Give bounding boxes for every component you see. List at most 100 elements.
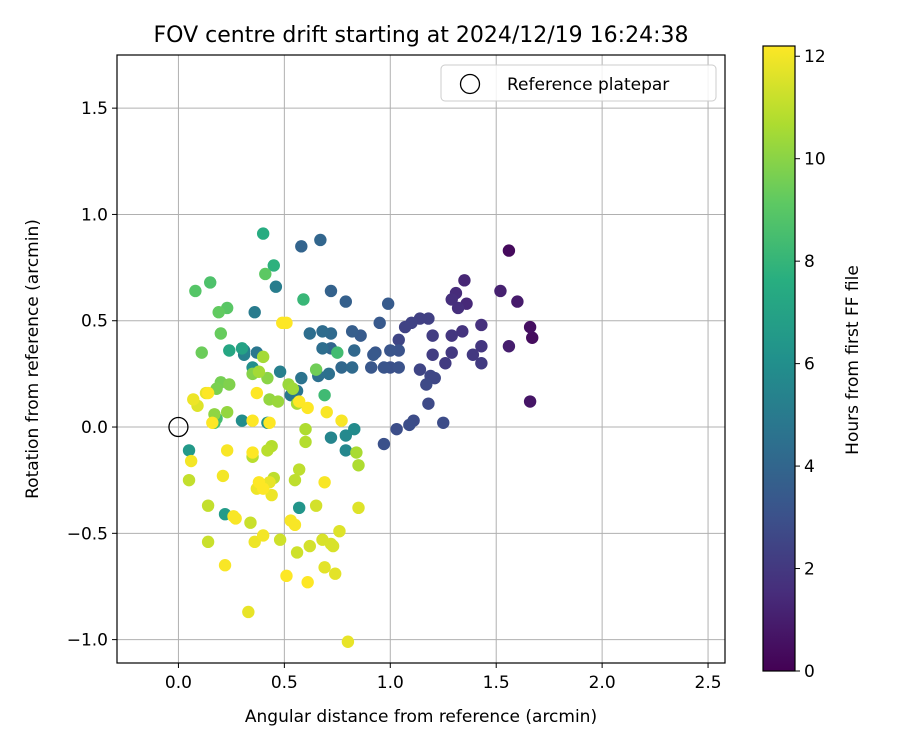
- data-point: [318, 388, 331, 402]
- data-point: [261, 371, 274, 385]
- data-point: [475, 318, 488, 332]
- colorbar-tick-label: 2: [804, 560, 815, 580]
- data-point: [511, 295, 524, 308]
- colorbar-tick-label: 12: [804, 47, 826, 67]
- data-point: [324, 431, 338, 444]
- data-point: [451, 301, 465, 315]
- data-point: [398, 320, 412, 334]
- data-point: [352, 459, 365, 472]
- data-point: [288, 518, 302, 532]
- data-point: [299, 435, 312, 449]
- colorbar-tick-label: 4: [804, 457, 815, 477]
- data-point: [214, 327, 228, 340]
- data-point: [326, 539, 340, 553]
- data-point: [367, 348, 380, 361]
- data-point: [297, 293, 310, 306]
- data-point: [290, 546, 304, 559]
- data-point: [475, 340, 488, 353]
- data-point: [273, 365, 287, 378]
- legend-label: Reference platepar: [507, 75, 669, 95]
- data-point: [309, 499, 323, 512]
- data-point: [250, 386, 264, 400]
- data-point: [439, 357, 452, 370]
- data-point: [201, 386, 215, 400]
- x-tick-label: 1.0: [377, 673, 404, 693]
- data-point: [212, 306, 225, 319]
- data-point: [526, 331, 539, 344]
- data-point: [331, 346, 344, 359]
- data-point: [475, 357, 488, 370]
- data-point: [301, 401, 314, 415]
- data-point: [523, 320, 537, 334]
- data-point: [345, 361, 359, 374]
- data-point: [316, 342, 329, 355]
- data-point: [227, 510, 240, 523]
- data-point: [252, 476, 266, 489]
- data-point: [437, 416, 450, 429]
- data-point: [280, 569, 293, 583]
- x-tick-label: 2.5: [695, 673, 722, 693]
- data-point: [273, 533, 287, 546]
- data-point: [426, 329, 439, 342]
- data-point: [445, 346, 458, 359]
- data-point: [252, 365, 266, 378]
- data-point: [265, 488, 278, 502]
- data-point: [184, 454, 198, 468]
- data-point: [345, 325, 359, 338]
- x-axis-ticks: 0.0 0.5 1.0 1.5 2.0 2.5: [165, 663, 722, 693]
- data-point: [261, 444, 274, 457]
- x-tick-label: 0.5: [271, 673, 298, 693]
- chart-title: FOV centre drift starting at 2024/12/19 …: [154, 23, 689, 48]
- data-point: [502, 244, 516, 257]
- reference-point-marker: [168, 416, 189, 438]
- data-point: [445, 329, 458, 342]
- colorbar: 0 2 4 6 8 10 12 Hours from first FF file: [762, 45, 863, 682]
- data-point: [422, 312, 435, 325]
- data-point: [494, 284, 507, 298]
- data-point: [303, 327, 316, 340]
- y-axis-label: Rotation from reference (arcmin): [23, 219, 43, 499]
- data-point: [220, 444, 234, 457]
- data-point: [314, 233, 327, 247]
- data-point: [189, 284, 202, 298]
- data-point: [187, 393, 200, 406]
- legend: Reference platepar: [440, 64, 717, 102]
- data-point: [280, 316, 293, 330]
- data-point: [348, 422, 361, 436]
- colorbar-tick-label: 10: [804, 150, 826, 170]
- data-point: [377, 437, 391, 451]
- data-point: [341, 635, 355, 648]
- data-point: [201, 535, 215, 549]
- data-point: [390, 422, 403, 436]
- data-point: [204, 276, 217, 289]
- x-tick-label: 1.5: [483, 673, 510, 693]
- data-point: [235, 342, 249, 355]
- y-tick-label: 1.5: [81, 99, 108, 119]
- data-point: [244, 516, 257, 529]
- data-point: [392, 333, 405, 347]
- y-tick-label: −1.0: [67, 631, 108, 651]
- data-point: [322, 367, 336, 381]
- data-point: [426, 348, 439, 361]
- data-point: [365, 361, 378, 374]
- data-point: [248, 306, 261, 319]
- data-point: [263, 416, 276, 429]
- data-point: [373, 316, 386, 330]
- data-point: [292, 463, 306, 476]
- data-point: [246, 414, 259, 427]
- data-point: [445, 293, 458, 306]
- data-point: [466, 348, 480, 361]
- data-point: [339, 295, 352, 308]
- data-point: [318, 561, 331, 574]
- y-tick-label: 1.0: [81, 205, 108, 225]
- data-point: [223, 378, 236, 391]
- data-point: [201, 499, 215, 512]
- data-point: [381, 297, 395, 310]
- colorbar-tick-label: 6: [804, 355, 815, 375]
- data-point: [329, 567, 342, 580]
- data-point: [256, 529, 270, 542]
- data-point: [256, 227, 270, 240]
- x-tick-label: 0.0: [165, 673, 192, 693]
- data-point: [352, 501, 365, 515]
